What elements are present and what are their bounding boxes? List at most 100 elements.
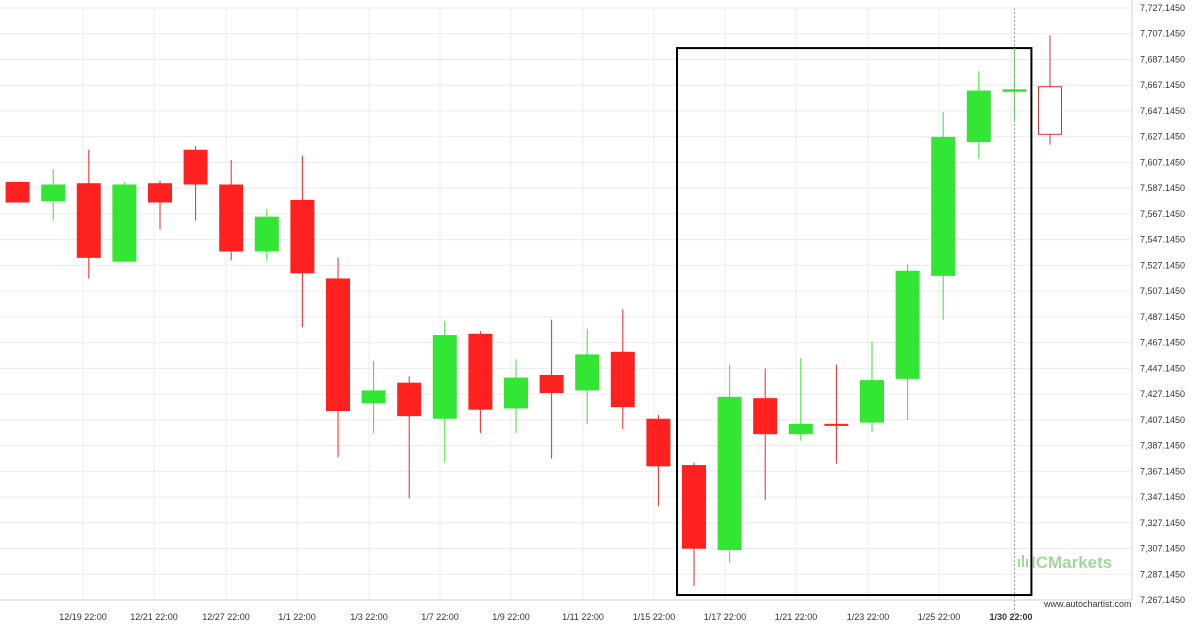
candle-body — [860, 380, 884, 423]
candle-body — [575, 354, 600, 391]
watermark-logo: ICMarkets — [1018, 553, 1112, 572]
x-tick-label: 1/9 22:00 — [492, 612, 530, 622]
candle-body — [254, 216, 279, 252]
candle-body — [326, 278, 350, 412]
x-tick-label: 12/19 22:00 — [59, 612, 107, 622]
candle — [361, 360, 386, 433]
candle — [824, 364, 849, 464]
y-tick-label: 7,487.1450 — [1140, 312, 1185, 322]
y-tick-label: 7,507.1450 — [1140, 286, 1185, 296]
y-tick-label: 7,567.1450 — [1140, 209, 1185, 219]
candle-body — [361, 390, 386, 404]
candle-body — [112, 184, 137, 262]
y-tick-label: 7,347.1450 — [1140, 492, 1185, 502]
x-tick-label: 1/17 22:00 — [704, 612, 747, 622]
candle-body — [5, 181, 30, 203]
source-link[interactable]: www.autochartist.com — [1043, 599, 1132, 609]
x-tick-label: 1/11 22:00 — [562, 612, 604, 622]
candle — [966, 71, 991, 159]
candle-body — [931, 136, 956, 276]
watermark-text: ICMarkets — [1031, 553, 1112, 572]
candle-body — [290, 199, 315, 274]
x-tick-label: 1/30 22:00 — [989, 612, 1032, 622]
x-tick-label: 1/1 22:00 — [278, 612, 316, 622]
candle-body — [824, 423, 849, 426]
y-tick-label: 7,527.1450 — [1140, 260, 1185, 270]
y-tick-label: 7,327.1450 — [1140, 518, 1185, 528]
candle — [183, 145, 208, 221]
candle — [646, 414, 671, 507]
candle — [219, 160, 244, 261]
candle-body — [397, 382, 422, 417]
candle-body — [539, 374, 564, 393]
candle-body — [219, 184, 244, 252]
x-tick-label: 12/21 22:00 — [130, 612, 178, 622]
x-tick-label: 1/23 22:00 — [847, 612, 890, 622]
y-tick-label: 7,547.1450 — [1140, 235, 1185, 245]
x-axis: 12/19 22:00 12/21 22:00 12/27 22:00 1/1 22:… — [0, 599, 1132, 622]
candle-body — [148, 183, 172, 203]
candle — [788, 358, 813, 441]
grid-lines — [0, 7, 1132, 601]
x-tick-label: 1/15 22:00 — [633, 612, 676, 622]
candle-body — [966, 90, 991, 143]
candle — [112, 181, 137, 262]
y-tick-label: 7,467.1450 — [1140, 338, 1185, 348]
candle — [468, 331, 493, 433]
candle — [895, 264, 920, 421]
candle — [504, 359, 528, 433]
candle — [575, 328, 600, 424]
candle — [397, 376, 422, 499]
candle — [254, 208, 279, 261]
candle — [753, 368, 778, 500]
y-tick-label: 7,387.1450 — [1140, 441, 1185, 451]
candle-body — [76, 183, 101, 258]
y-tick-label: 7,427.1450 — [1140, 389, 1185, 399]
pattern-box — [676, 47, 1033, 597]
candle — [148, 180, 172, 230]
y-tick-label: 7,287.1450 — [1140, 569, 1185, 579]
y-tick-label: 7,407.1450 — [1140, 415, 1185, 425]
candle — [931, 112, 956, 320]
candle-body — [717, 396, 742, 550]
candle — [610, 309, 635, 430]
candle — [539, 319, 564, 459]
candle — [432, 320, 457, 463]
candle-body — [41, 184, 66, 202]
y-tick-label: 7,447.1450 — [1140, 363, 1185, 373]
candle — [5, 181, 30, 203]
y-tick-label: 7,367.1450 — [1140, 466, 1185, 476]
candle-body — [183, 149, 208, 185]
candle-body — [682, 465, 706, 549]
candle-body — [753, 398, 778, 435]
y-tick-label: 7,587.1450 — [1140, 183, 1185, 193]
candle-body — [1002, 89, 1027, 92]
pattern-box-layer — [676, 47, 1033, 597]
y-tick-label: 7,727.1450 — [1140, 3, 1185, 13]
x-tick-label: 1/3 22:00 — [350, 612, 388, 622]
y-tick-label: 7,667.1450 — [1140, 80, 1185, 90]
candle-body — [432, 335, 457, 419]
candle-body — [504, 377, 528, 409]
candles — [5, 35, 1062, 587]
x-tick-label: 12/27 22:00 — [202, 612, 250, 622]
candle — [682, 462, 706, 587]
candle-body — [468, 333, 493, 410]
y-tick-label: 7,707.1450 — [1140, 29, 1185, 39]
candle — [41, 169, 66, 221]
y-tick-label: 7,307.1450 — [1140, 544, 1185, 554]
candle — [860, 341, 884, 432]
logo-bar-icon — [1026, 559, 1028, 567]
candle — [326, 257, 350, 458]
candle — [1038, 35, 1062, 145]
candle-body — [646, 418, 671, 467]
y-tick-label: 7,687.1450 — [1140, 54, 1185, 64]
y-tick-label: 7,647.1450 — [1140, 106, 1185, 116]
y-axis: 7,727.1450 7,707.1450 7,687.1450 7,667.1450… — [1131, 0, 1185, 605]
logo-bar-icon — [1022, 555, 1024, 567]
candle — [717, 364, 742, 563]
candle-body — [895, 270, 920, 379]
logo-bar-icon — [1018, 559, 1020, 567]
candle-body — [788, 423, 813, 435]
